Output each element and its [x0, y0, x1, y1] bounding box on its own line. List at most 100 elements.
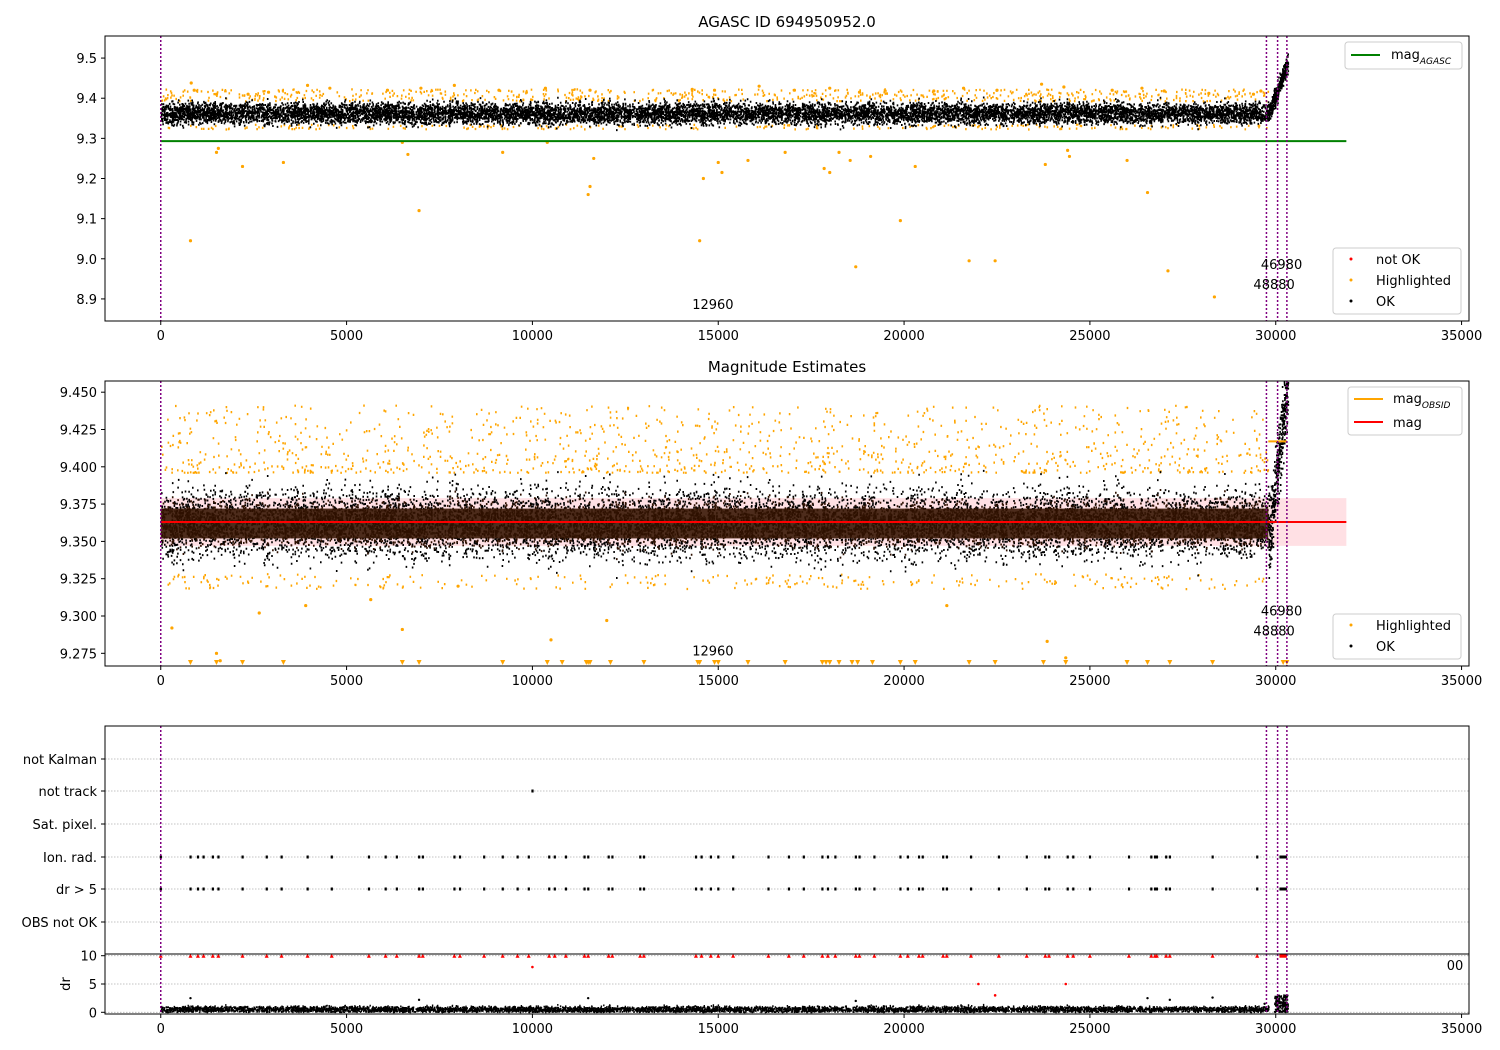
dr-clipped-marker — [898, 953, 903, 958]
dr-flag-event — [899, 887, 902, 891]
agasc-highlighted-low-point — [993, 259, 997, 263]
dr-flag-event — [873, 887, 876, 891]
dr-clipped-marker — [195, 953, 200, 958]
ion-rad-flag-event — [1066, 855, 1069, 859]
legend-ok-label-2: OK — [1376, 640, 1395, 655]
dr-outlier — [189, 996, 192, 1000]
magnitude-highlighted-low-point — [945, 603, 949, 608]
agasc-highlighted-low-point — [701, 176, 705, 181]
magnitude-ytick-label: 9.375 — [60, 498, 97, 513]
magnitude-ytick-label: 9.400 — [60, 461, 97, 476]
dr-not-ok-point — [993, 994, 997, 997]
dr-flag-event — [583, 887, 586, 891]
agasc-highlighted-low-point — [1212, 295, 1217, 299]
magnitude-clipped-marker — [1145, 660, 1151, 665]
dr-clipped-marker — [1210, 953, 1215, 958]
dr-clipped-marker — [216, 953, 221, 958]
flag-label: not track — [38, 785, 97, 800]
ion-rad-flag-event — [1025, 855, 1028, 859]
ion-rad-flag-event — [483, 855, 486, 859]
agasc-highlighted-point — [1062, 85, 1066, 89]
dr-not-ok-point — [1064, 982, 1068, 986]
ion-rad-flag-event — [732, 855, 735, 859]
magnitude-xtick-label: 35000 — [1441, 674, 1482, 689]
flag-label: Ion. rad. — [43, 851, 97, 866]
magnitude-xtick-label: 0 — [157, 674, 165, 689]
agasc-annotation: 48880 — [1253, 278, 1294, 293]
dr-flag-event — [384, 887, 387, 891]
dr-flag-event — [395, 887, 398, 891]
ion-rad-flag-event — [306, 855, 309, 859]
not-track-flag-event — [531, 789, 534, 793]
agasc-xtick-label: 10000 — [512, 329, 553, 344]
ion-rad-flag-event — [700, 855, 703, 859]
agasc-highlighted-point — [1207, 91, 1211, 96]
dr-clipped-marker — [1043, 953, 1048, 958]
ion-rad-flag-event — [211, 855, 214, 859]
dr-flag-event — [217, 887, 220, 891]
dr-flag-event — [1088, 887, 1092, 891]
magnitude-clipped-marker — [823, 660, 829, 665]
agasc-highlighted-point — [932, 89, 936, 93]
panel-flags-data — [105, 726, 1469, 954]
ion-rad-flag-event — [854, 855, 857, 859]
agasc-highlighted-low-point — [1043, 162, 1047, 167]
agasc-ytick-label: 9.2 — [76, 173, 97, 188]
magnitude-clipped-marker — [912, 660, 918, 665]
dr-flag-event — [1025, 887, 1028, 891]
magnitude-highlighted-low-point — [257, 611, 261, 615]
dr-flag-event — [1211, 887, 1214, 891]
ion-rad-flag-event — [834, 855, 837, 859]
dr-clipped-marker — [305, 953, 310, 958]
dr-clipped-marker — [606, 953, 611, 958]
panel-agasc: AGASC ID 694950952.0 12960 46980 48880 0 50… — [76, 13, 1482, 344]
dr-clipped-marker — [820, 953, 825, 958]
agasc-highlighted-low-point — [214, 150, 219, 155]
magnitude-ytick-label: 9.425 — [60, 423, 97, 438]
magnitude-highlighted-low-point — [605, 618, 609, 623]
agasc-highlighted-low-point — [746, 158, 750, 163]
ion-rad-flag-event — [802, 855, 805, 859]
agasc-highlighted-low-point — [698, 239, 702, 243]
dr-not-ok-point — [977, 982, 980, 986]
dr-clipped-marker — [417, 953, 422, 958]
dr-clipped-marker — [264, 953, 269, 958]
agasc-highlighted-low-point — [592, 156, 596, 161]
agasc-xtick-label: 25000 — [1069, 329, 1110, 344]
dr-clipped-marker — [638, 953, 643, 958]
agasc-highlighted-low-point — [188, 239, 193, 243]
dr-not-ok-point — [531, 965, 534, 969]
agasc-highlighted-low-point — [848, 158, 852, 163]
dr-clipped-marker — [383, 953, 388, 958]
dr-clipped-marker — [996, 953, 1001, 958]
dr-flag-event — [1256, 887, 1259, 891]
dr-flag-event — [458, 887, 462, 891]
dr-clipped-marker — [857, 953, 862, 958]
magnitude-clipped-marker — [827, 660, 833, 665]
ion-rad-flag-event — [921, 855, 924, 859]
agasc-highlighted-low-point — [588, 184, 592, 189]
ion-rad-flag-event — [821, 855, 824, 859]
ion-rad-flag-event — [367, 855, 371, 859]
dr-outlier — [1168, 998, 1172, 1002]
agasc-highlighted-point — [588, 88, 592, 92]
dr-clipped-marker — [515, 953, 520, 958]
dr-clipped-marker — [201, 953, 206, 958]
magnitude-clipped-marker — [897, 660, 903, 665]
agasc-highlighted-point — [757, 84, 761, 88]
ion-rad-flag-event — [1072, 855, 1075, 859]
ion-rad-flag-event — [280, 855, 283, 859]
agasc-highlighted-point — [192, 88, 196, 92]
dr-clipped-marker — [582, 953, 587, 958]
ion-rad-flag-event — [1088, 855, 1092, 859]
dr-annotation: 00 — [1447, 959, 1464, 974]
dr-clipped-marker — [766, 953, 771, 958]
panel-agasc-title: AGASC ID 694950952.0 — [698, 13, 876, 31]
dr-flag-event — [834, 887, 837, 891]
panel-agasc-data: 12960 46980 48880 — [159, 36, 1347, 321]
magnitude-clipped-marker — [1210, 660, 1216, 665]
dr-flag-event — [159, 887, 162, 891]
dr-flag-event — [421, 887, 424, 891]
dr-clipped-marker — [482, 953, 487, 958]
agasc-highlighted-point — [305, 83, 310, 87]
